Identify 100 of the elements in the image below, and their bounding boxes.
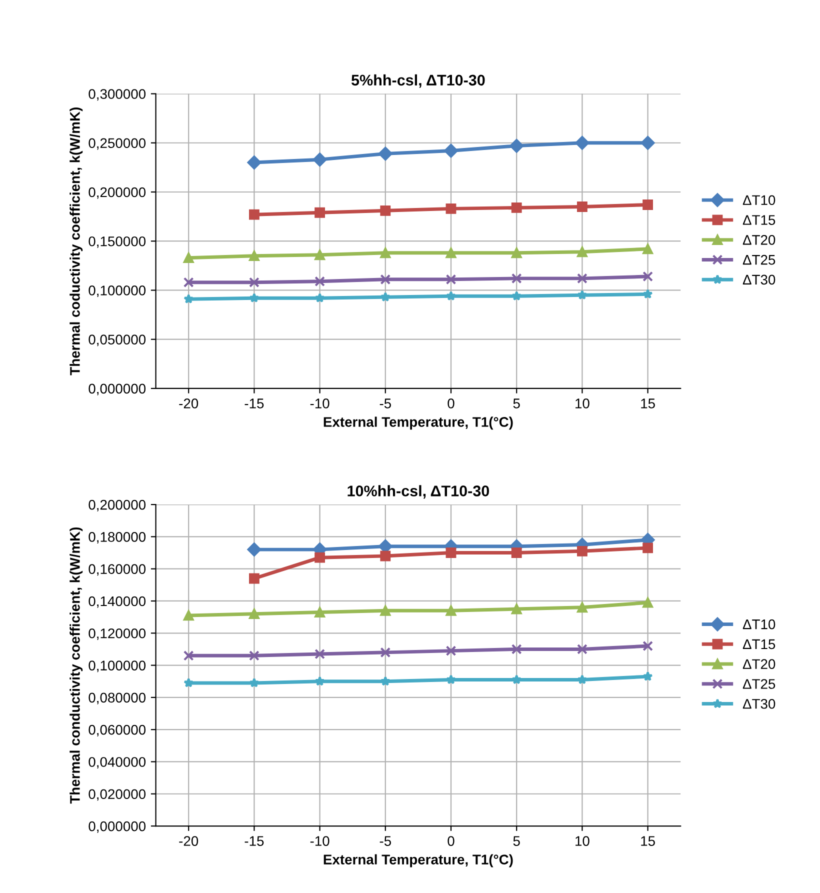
- point: [380, 550, 391, 562]
- point: [446, 274, 456, 285]
- point: [312, 152, 327, 167]
- point: [247, 156, 262, 170]
- x-tick-label: -10: [310, 836, 330, 846]
- y-tick-label: 0,200000: [88, 500, 146, 512]
- x-axis-title: External Temperature, T1(°C): [324, 416, 513, 430]
- point: [642, 244, 654, 254]
- point: [642, 200, 654, 210]
- x-tick-label: 5: [513, 836, 520, 846]
- point: [511, 273, 522, 284]
- point: [380, 248, 391, 258]
- point: [446, 248, 456, 258]
- y-tick-label: 0,150000: [88, 236, 146, 248]
- legend-label: ΔT30: [742, 698, 776, 709]
- legend-label: ΔT20: [742, 235, 776, 245]
- point: [380, 205, 391, 216]
- legend-label: ΔT20: [742, 659, 776, 670]
- point: [446, 674, 456, 684]
- y-tick-label: 0,160000: [88, 564, 146, 576]
- point: [248, 209, 260, 220]
- x-tick-label: 5: [513, 398, 520, 408]
- point: [183, 252, 194, 264]
- legend-label: ΔT15: [742, 215, 776, 225]
- legend-label: ΔT30: [742, 274, 776, 285]
- point: [314, 250, 326, 260]
- y-tick-label: 0,000000: [88, 384, 146, 396]
- point: [380, 274, 391, 285]
- legend-label: ΔT10: [742, 619, 776, 630]
- point: [247, 542, 262, 556]
- point: [380, 676, 390, 686]
- point: [249, 678, 260, 688]
- legend-label: ΔT15: [742, 639, 776, 650]
- point: [249, 292, 260, 302]
- point: [577, 290, 588, 300]
- y-tick-label: 0,000000: [88, 821, 146, 833]
- point: [642, 597, 654, 608]
- point: [248, 573, 260, 584]
- y-tick-label: 0,100000: [88, 660, 146, 672]
- point: [576, 273, 588, 284]
- point: [577, 674, 588, 684]
- point: [511, 202, 522, 213]
- point: [314, 607, 326, 618]
- y-tick-label: 0,200000: [88, 187, 146, 199]
- point: [511, 548, 522, 558]
- point: [511, 604, 522, 614]
- legend-label: ΔT25: [742, 679, 776, 689]
- point: [642, 288, 653, 299]
- x-axis-title: External Temperature, T1(°C): [324, 854, 513, 868]
- y-tick-label: 0,020000: [88, 789, 146, 801]
- x-tick-label: -5: [380, 836, 391, 846]
- point: [183, 277, 194, 288]
- point: [314, 676, 325, 686]
- point: [642, 640, 654, 652]
- point: [510, 138, 524, 153]
- point: [576, 246, 588, 258]
- y-tick-label: 0,040000: [88, 757, 146, 769]
- x-tick-label: -15: [244, 836, 264, 846]
- point: [640, 136, 655, 150]
- x-tick-label: 15: [641, 398, 655, 408]
- point: [444, 144, 458, 158]
- point: [446, 548, 456, 558]
- chart-title: 10%hh-csl, ΔT10-30: [348, 485, 490, 499]
- y-tick-label: 0,060000: [88, 724, 146, 736]
- point: [576, 644, 588, 654]
- x-tick-label: 10: [576, 398, 590, 408]
- point: [576, 202, 588, 212]
- x-tick-label: 15: [641, 836, 655, 846]
- point: [446, 290, 456, 301]
- point: [380, 605, 391, 616]
- y-tick-label: 0,120000: [88, 628, 146, 640]
- point: [184, 294, 194, 304]
- legend-label: ΔT10: [742, 195, 776, 206]
- point: [446, 605, 456, 616]
- y-tick-label: 0,180000: [88, 532, 146, 544]
- point: [314, 207, 326, 218]
- y-tick-label: 0,050000: [88, 334, 146, 346]
- x-tick-label: -10: [310, 398, 330, 408]
- point: [183, 650, 194, 661]
- point: [446, 646, 456, 656]
- chart-title: 5%hh-csl, ΔT10-30: [351, 74, 485, 88]
- x-tick-label: 0: [448, 398, 454, 408]
- x-tick-label: -15: [244, 398, 264, 408]
- legend-label: ΔT25: [742, 254, 776, 265]
- y-tick-label: 0,080000: [88, 692, 146, 704]
- point: [248, 650, 260, 661]
- point: [248, 608, 260, 620]
- point: [380, 292, 390, 302]
- x-tick-label: -20: [179, 836, 198, 846]
- point: [575, 136, 590, 150]
- point: [314, 648, 326, 660]
- x-tick-label: -5: [380, 398, 391, 408]
- point: [576, 602, 588, 613]
- y-tick-label: 0,250000: [88, 138, 146, 150]
- y-tick-label: 0,140000: [88, 596, 146, 608]
- point: [314, 552, 326, 563]
- point: [642, 271, 654, 282]
- point: [314, 292, 325, 302]
- y-tick-label: 0,100000: [88, 286, 146, 298]
- point: [511, 644, 522, 654]
